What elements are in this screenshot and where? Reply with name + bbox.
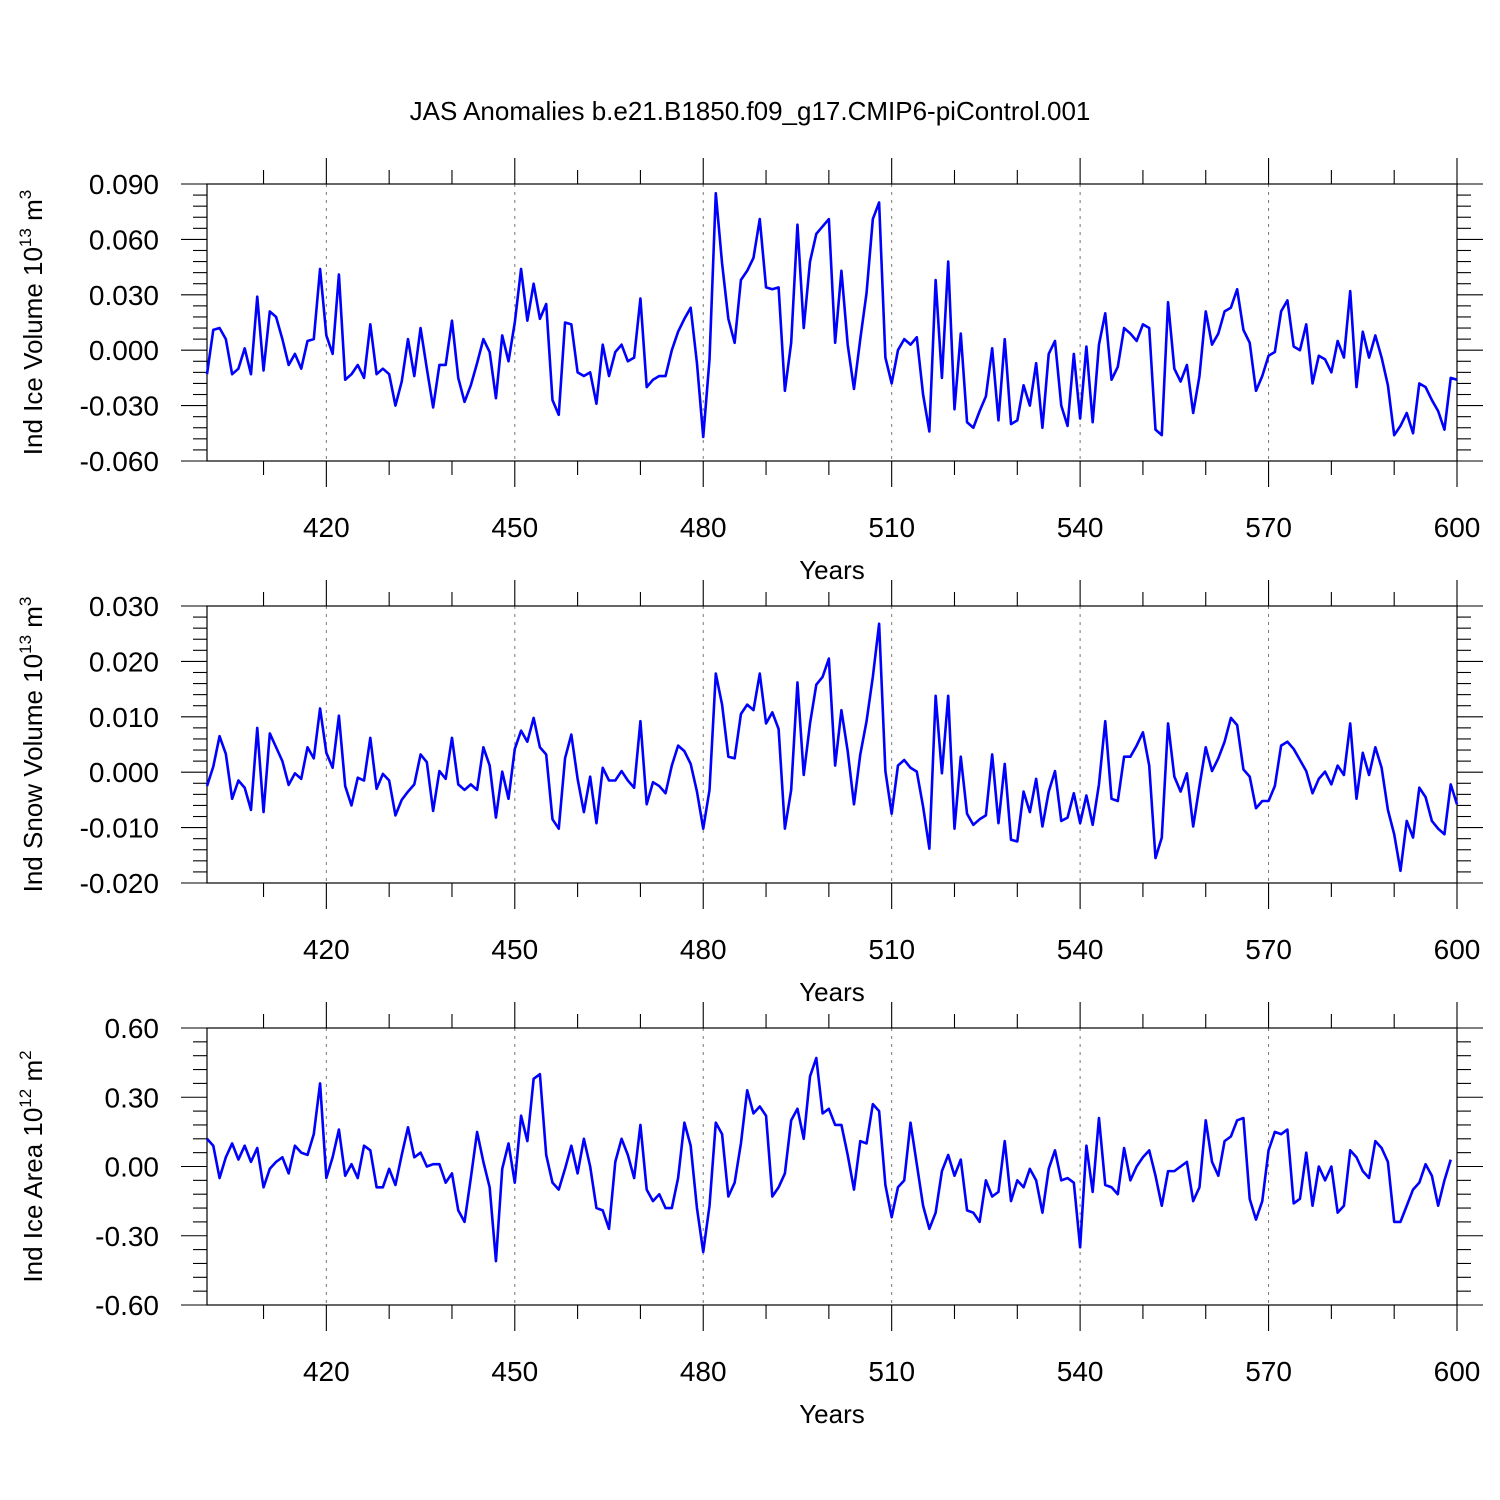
x-tick-label: 480 bbox=[680, 512, 727, 543]
x-tick-label: 600 bbox=[1434, 934, 1481, 965]
panel-snow-volume: -0.020 -0.010 0.000 0.010 0.020 0.030 420 450 48… bbox=[16, 580, 1483, 1007]
y-tick-label: -0.030 bbox=[80, 391, 159, 422]
y-tick-label: 0.010 bbox=[89, 702, 159, 733]
x-tick-label: 570 bbox=[1245, 934, 1292, 965]
y-tick-label: -0.60 bbox=[95, 1290, 159, 1321]
y-tick-label: 0.060 bbox=[89, 224, 159, 255]
x-axis-label: Years bbox=[799, 555, 865, 585]
x-tick-label: 510 bbox=[868, 1356, 915, 1387]
y-tick-label: 0.000 bbox=[89, 757, 159, 788]
x-tick-label: 480 bbox=[680, 934, 727, 965]
y-tick-label: 0.30 bbox=[105, 1082, 160, 1113]
y-tick-label: -0.30 bbox=[95, 1221, 159, 1252]
y-tick-label: 0.60 bbox=[105, 1013, 160, 1044]
y-tick-label: 0.000 bbox=[89, 335, 159, 366]
y-axis-label: Ind Ice Volume 1013 m3 bbox=[16, 190, 48, 455]
x-tick-label: 540 bbox=[1057, 512, 1104, 543]
panel-ice-volume: -0.060 -0.030 0.000 0.030 0.060 0.090 420 450 48… bbox=[16, 158, 1483, 585]
plot-frame bbox=[206, 605, 1458, 884]
y-tick-label: 0.030 bbox=[89, 591, 159, 622]
y-tick-label: 0.00 bbox=[105, 1152, 160, 1183]
y-axis-label: Ind Snow Volume 1013 m3 bbox=[16, 597, 48, 893]
y-tick-label: -0.020 bbox=[80, 868, 159, 899]
y-tick-label: -0.010 bbox=[80, 813, 159, 844]
x-tick-label: 600 bbox=[1434, 512, 1481, 543]
y-axis-label: Ind Ice Area 1012 m2 bbox=[16, 1050, 48, 1282]
x-axis-label: Years bbox=[799, 977, 865, 1007]
y-tick-label: 0.090 bbox=[89, 169, 159, 200]
x-tick-label: 480 bbox=[680, 1356, 727, 1387]
x-tick-label: 510 bbox=[868, 934, 915, 965]
series-line bbox=[205, 191, 1458, 439]
x-axis-label: Years bbox=[799, 1399, 865, 1429]
panel-ice-area: -0.60 -0.30 0.00 0.30 0.60 420 450 480 510 540 570… bbox=[16, 1002, 1483, 1429]
x-tick-label: 540 bbox=[1057, 1356, 1104, 1387]
x-tick-label: 450 bbox=[491, 512, 538, 543]
x-tick-label: 450 bbox=[491, 934, 538, 965]
series-line bbox=[205, 622, 1459, 873]
figure-title: JAS Anomalies b.e21.B1850.f09_g17.CMIP6-… bbox=[410, 96, 1091, 126]
plot-frame bbox=[206, 183, 1458, 462]
x-tick-label: 570 bbox=[1245, 512, 1292, 543]
x-tick-label: 600 bbox=[1434, 1356, 1481, 1387]
y-tick-label: 0.030 bbox=[89, 280, 159, 311]
x-tick-label: 450 bbox=[491, 1356, 538, 1387]
x-tick-label: 420 bbox=[303, 512, 350, 543]
x-tick-label: 420 bbox=[303, 934, 350, 965]
x-tick-label: 510 bbox=[868, 512, 915, 543]
x-tick-label: 570 bbox=[1245, 1356, 1292, 1387]
x-tick-label: 420 bbox=[303, 1356, 350, 1387]
plot-frame bbox=[206, 1027, 1458, 1306]
y-tick-label: 0.020 bbox=[89, 646, 159, 677]
x-tick-label: 540 bbox=[1057, 934, 1104, 965]
y-tick-label: -0.060 bbox=[80, 446, 159, 477]
series-line bbox=[206, 1056, 1452, 1263]
